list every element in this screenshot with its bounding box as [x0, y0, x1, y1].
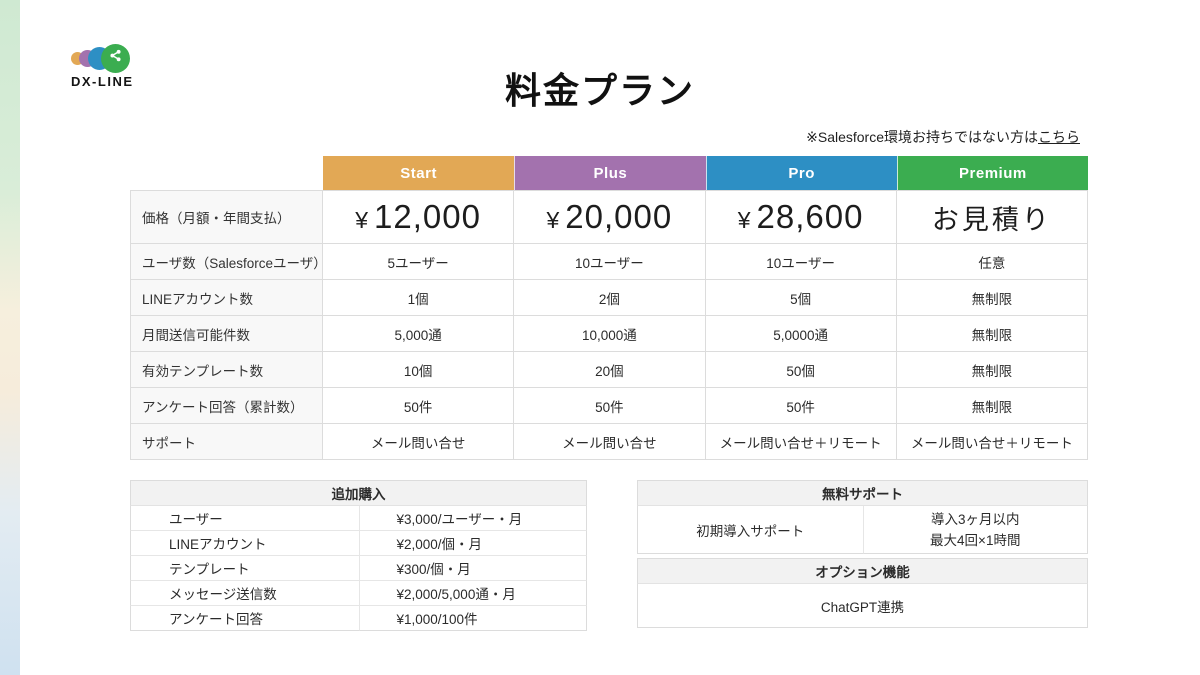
free-support-label: 初期導入サポート	[637, 506, 863, 554]
line-accounts-pro: 5個	[705, 280, 897, 316]
templates-plus: 20個	[514, 352, 706, 388]
plan-header-start: Start	[323, 156, 515, 190]
line-accounts-premium: 無制限	[896, 280, 1088, 316]
row-label-price: 価格（月額・年間支払）	[130, 190, 323, 244]
price-plus: ¥20,000	[514, 190, 706, 244]
support-plus: メール問い合せ	[514, 424, 706, 460]
price-pro: ¥28,600	[705, 190, 897, 244]
yen-sign: ¥	[546, 207, 561, 233]
free-support-table: 無料サポート 初期導入サポート 導入3ヶ月以内 最大4回×1時間	[637, 480, 1088, 554]
templates-start: 10個	[323, 352, 515, 388]
survey-start: 50件	[323, 388, 515, 424]
logo-text: DX-LINE	[71, 74, 134, 89]
plan-header-pro: Pro	[705, 156, 897, 190]
page-title: 料金プラン	[504, 70, 695, 111]
salesforce-note: ※Salesforce環境お持ちではない方はこちら	[806, 127, 1080, 147]
line-accounts-row: LINEアカウント数 1個 2個 5個 無制限	[130, 280, 1088, 316]
addon-price-survey: ¥1,000/100件	[358, 606, 587, 631]
logo-circle-green	[101, 43, 130, 73]
free-support-title: 無料サポート	[637, 480, 1088, 506]
yen-sign: ¥	[737, 207, 752, 233]
row-label-monthly-sends: 月間送信可能件数	[130, 316, 323, 352]
table-row: ユーザー ¥3,000/ユーザー・月	[130, 506, 587, 531]
users-pro: 10ユーザー	[705, 244, 897, 280]
addon-price-user: ¥3,000/ユーザー・月	[358, 506, 587, 531]
free-support-value: 導入3ヶ月以内 最大4回×1時間	[862, 506, 1088, 554]
line-accounts-start: 1個	[323, 280, 515, 316]
row-label-users: ユーザ数（Salesforceユーザ）	[130, 244, 327, 280]
support-row: サポート メール問い合せ メール問い合せ メール問い合せ＋リモート メール問い合…	[130, 424, 1088, 460]
price-amount: 12,000	[374, 198, 481, 235]
option-feature-chatgpt: ChatGPT連携	[637, 584, 1088, 628]
addon-purchase-table: 追加購入 ユーザー ¥3,000/ユーザー・月 LINEアカウント ¥2,000…	[130, 480, 587, 631]
survey-plus: 50件	[514, 388, 706, 424]
share-icon	[108, 48, 123, 68]
left-gradient-band	[0, 0, 20, 675]
row-label-templates: 有効テンプレート数	[130, 352, 323, 388]
addon-price-template: ¥300/個・月	[358, 556, 587, 581]
support-pro: メール問い合せ＋リモート	[705, 424, 897, 460]
price-premium: お見積り	[896, 190, 1088, 244]
monthly-sends-start: 5,000通	[323, 316, 515, 352]
users-premium: 任意	[896, 244, 1088, 280]
addon-label-template: テンプレート	[130, 556, 359, 581]
addon-table-title: 追加購入	[130, 480, 587, 506]
support-start: メール問い合せ	[323, 424, 515, 460]
table-row: アンケート回答 ¥1,000/100件	[130, 606, 587, 631]
support-premium: メール問い合せ＋リモート	[896, 424, 1088, 460]
logo-circles	[71, 43, 134, 73]
addon-label-message-sends: メッセージ送信数	[130, 581, 359, 606]
survey-pro: 50件	[705, 388, 897, 424]
option-features-table: オプション機能 ChatGPT連携	[637, 558, 1088, 628]
addon-price-message-sends: ¥2,000/5,000通・月	[358, 581, 587, 606]
plan-header-plus: Plus	[514, 156, 706, 190]
survey-row: アンケート回答（累計数） 50件 50件 50件 無制限	[130, 388, 1088, 424]
yen-sign: ¥	[355, 207, 370, 233]
price-amount: 20,000	[565, 198, 673, 235]
users-start: 5ユーザー	[323, 244, 515, 280]
support-condition-line2: 最大4回×1時間	[930, 532, 1021, 548]
row-label-survey: アンケート回答（累計数）	[130, 388, 323, 424]
monthly-sends-plus: 10,000通	[514, 316, 706, 352]
line-accounts-plus: 2個	[514, 280, 706, 316]
templates-row: 有効テンプレート数 10個 20個 50個 無制限	[130, 352, 1088, 388]
plan-header-premium: Premium	[896, 156, 1088, 190]
logo: DX-LINE	[71, 43, 134, 89]
option-table-title: オプション機能	[637, 558, 1088, 584]
monthly-sends-premium: 無制限	[896, 316, 1088, 352]
table-row: メッセージ送信数 ¥2,000/5,000通・月	[130, 581, 587, 606]
addon-label-user: ユーザー	[130, 506, 359, 531]
templates-pro: 50個	[705, 352, 897, 388]
table-row: ChatGPT連携	[637, 584, 1088, 628]
kochira-link[interactable]: こちら	[1038, 129, 1080, 145]
users-row: ユーザ数（Salesforceユーザ） 5ユーザー 10ユーザー 10ユーザー …	[130, 244, 1088, 280]
monthly-sends-row: 月間送信可能件数 5,000通 10,000通 5,0000通 無制限	[130, 316, 1088, 352]
support-condition-line1: 導入3ヶ月以内	[930, 511, 1020, 527]
table-row: LINEアカウント ¥2,000/個・月	[130, 531, 587, 556]
users-plus: 10ユーザー	[514, 244, 706, 280]
row-label-line-accounts: LINEアカウント数	[130, 280, 323, 316]
price-amount: お見積り	[931, 204, 1052, 235]
survey-premium: 無制限	[896, 388, 1088, 424]
price-row: 価格（月額・年間支払） ¥12,000 ¥20,000 ¥28,600 お見積り	[130, 190, 1088, 244]
table-row: テンプレート ¥300/個・月	[130, 556, 587, 581]
plan-header-row: Start Plus Pro Premium	[130, 156, 1088, 190]
price-amount: 28,600	[756, 198, 864, 235]
table-row: 初期導入サポート 導入3ヶ月以内 最大4回×1時間	[637, 506, 1088, 554]
note-text: ※Salesforce環境お持ちではない方は	[806, 129, 1038, 145]
plan-comparison-table: Start Plus Pro Premium 価格（月額・年間支払） ¥12,0…	[130, 156, 1088, 460]
addon-price-line-account: ¥2,000/個・月	[358, 531, 587, 556]
addon-label-survey: アンケート回答	[130, 606, 359, 631]
price-start: ¥12,000	[323, 190, 515, 244]
corner-cell	[130, 156, 323, 190]
row-label-support: サポート	[130, 424, 323, 460]
monthly-sends-pro: 5,0000通	[705, 316, 897, 352]
templates-premium: 無制限	[896, 352, 1088, 388]
addon-label-line-account: LINEアカウント	[130, 531, 359, 556]
